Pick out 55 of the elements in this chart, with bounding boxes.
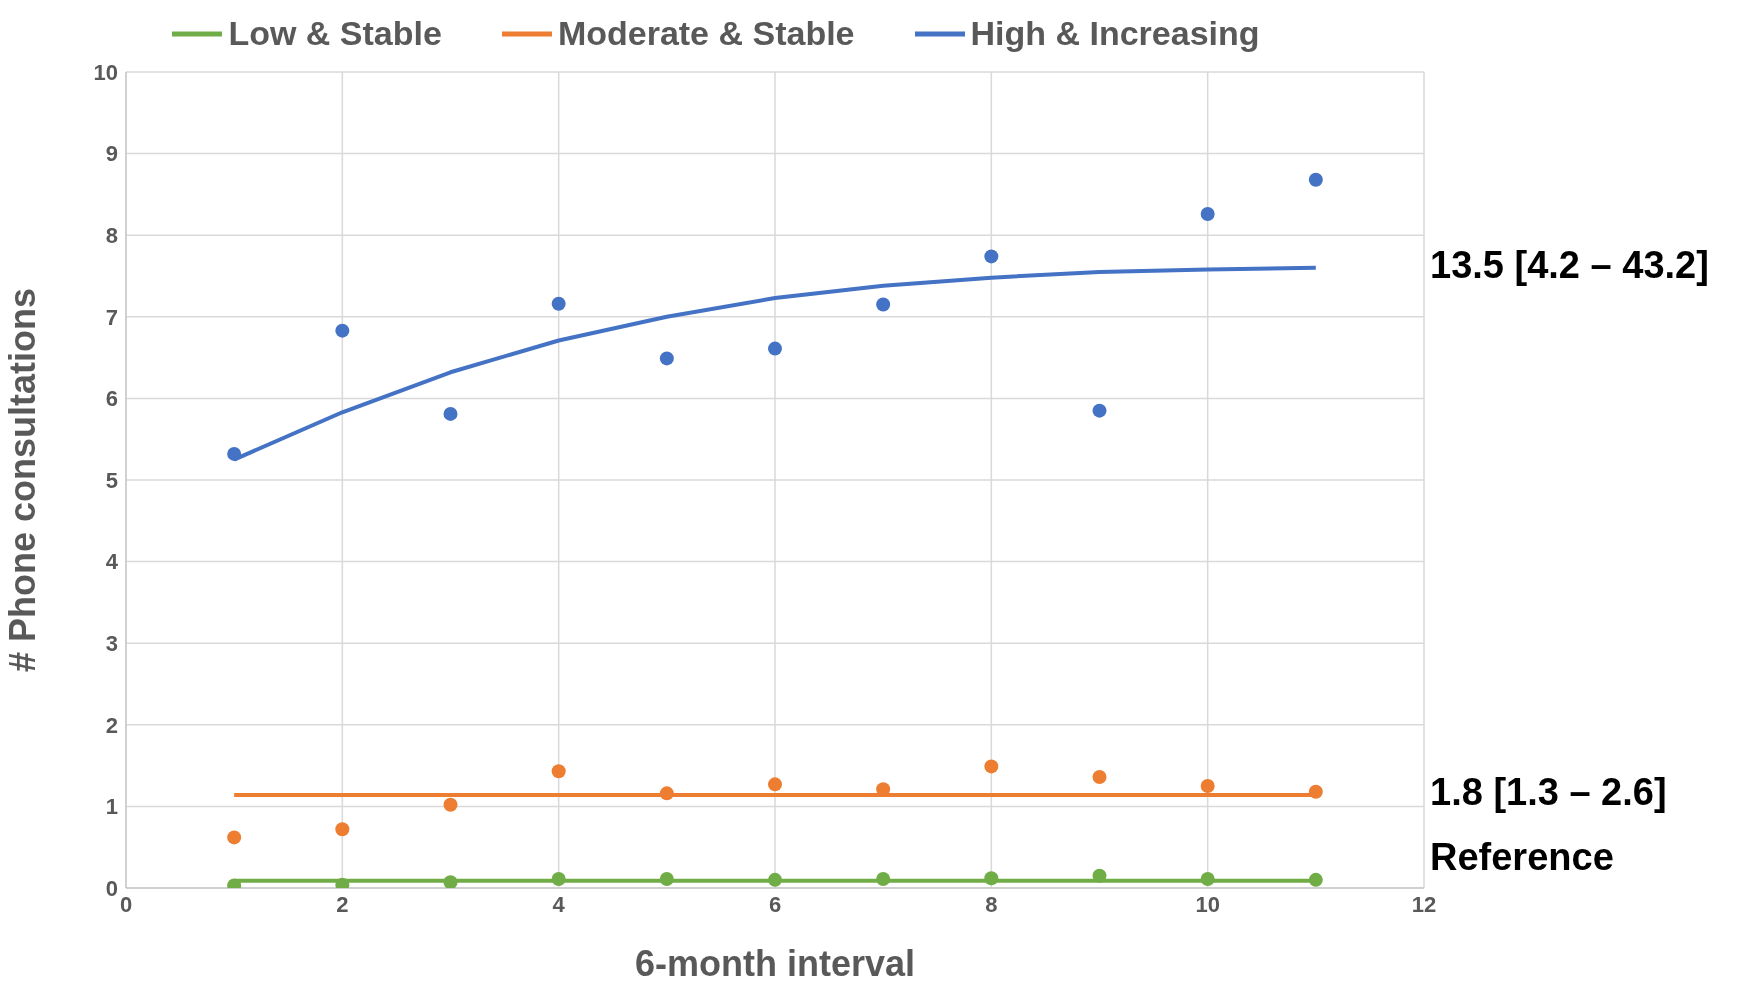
point [984, 249, 999, 264]
point [227, 446, 242, 461]
point [768, 777, 782, 792]
point [551, 872, 566, 887]
legend-label: Low & Stable [228, 14, 442, 53]
legend-label: High & Increasing [970, 14, 1260, 53]
point [1200, 872, 1215, 887]
y-tick-label: 10 [93, 59, 118, 85]
point [1308, 172, 1323, 187]
y-axis-title: # Phone consultations [1, 287, 43, 673]
y-tick-label: 9 [105, 141, 118, 167]
y-tick-label: 3 [105, 631, 118, 657]
y-tick-label: 4 [105, 549, 119, 575]
y-tick-label: 1 [105, 794, 118, 820]
point [1200, 779, 1215, 793]
y-tick-label: 8 [105, 223, 118, 249]
point [227, 830, 242, 845]
point [659, 351, 674, 366]
text: 13.5 [4.2 – 43.2] [1430, 243, 1709, 287]
x-tick-label: 6 [768, 891, 782, 917]
y-tick-label: 0 [105, 875, 118, 901]
point [768, 872, 782, 887]
y-tick-label: 5 [105, 467, 118, 493]
x-tick-label: 12 [1411, 891, 1437, 917]
y-tick-label: 7 [105, 304, 118, 330]
text: 1.8 [1.3 – 2.6] [1430, 770, 1667, 814]
text: Reference [1430, 836, 1614, 879]
point [1200, 206, 1215, 221]
point [551, 296, 566, 311]
point [984, 759, 999, 774]
point [335, 822, 350, 837]
point [443, 406, 458, 421]
point [1092, 770, 1107, 785]
point [443, 875, 458, 888]
x-tick-label: 10 [1195, 891, 1220, 917]
y-tick-label: 2 [105, 712, 118, 738]
x-tick-label: 4 [552, 891, 566, 917]
point [335, 323, 350, 338]
x-tick-label: 2 [336, 891, 349, 917]
point [984, 871, 999, 886]
point [1308, 784, 1323, 799]
x-tick-label: 8 [985, 891, 998, 917]
point [876, 297, 891, 312]
point [768, 341, 782, 356]
point [659, 872, 674, 887]
point [551, 764, 566, 779]
point [659, 786, 674, 801]
point [1092, 403, 1107, 418]
y-tick-label: 6 [105, 386, 118, 412]
legend-label: Moderate & Stable [557, 14, 855, 53]
point [443, 797, 458, 812]
point [1308, 872, 1323, 887]
x-axis-title: 6-month interval [634, 943, 916, 984]
point [1092, 868, 1107, 883]
point [876, 872, 891, 887]
